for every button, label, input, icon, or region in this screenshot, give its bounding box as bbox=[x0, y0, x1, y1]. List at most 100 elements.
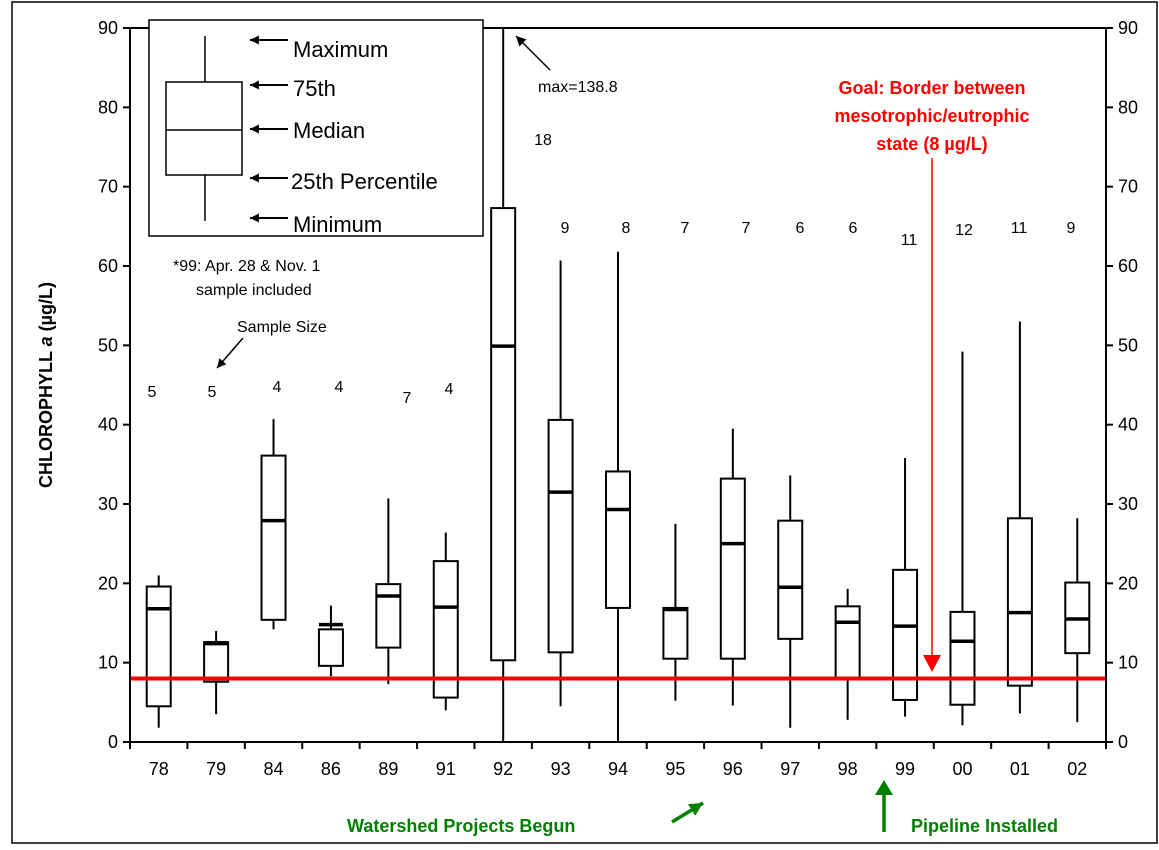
y-tick-label-left: 50 bbox=[98, 335, 118, 355]
box-iqr bbox=[490, 207, 517, 662]
sample-size-label: 4 bbox=[273, 379, 282, 396]
x-tick-label: 97 bbox=[780, 759, 800, 779]
y-tick-label-right: 90 bbox=[1118, 18, 1138, 38]
y-tick-label-left: 90 bbox=[98, 18, 118, 38]
box-iqr bbox=[432, 560, 459, 699]
x-tick-label: 01 bbox=[1010, 759, 1030, 779]
box-iqr bbox=[547, 418, 574, 654]
y-tick-label-left: 60 bbox=[98, 256, 118, 276]
sample-size-label: 9 bbox=[561, 220, 570, 237]
x-tick-label: 94 bbox=[608, 759, 628, 779]
x-tick-label: 78 bbox=[149, 759, 169, 779]
goal-label-line: Goal: Border between bbox=[838, 78, 1025, 98]
y-tick-label-right: 30 bbox=[1118, 494, 1138, 514]
sample-size-label: 7 bbox=[681, 220, 690, 237]
sample-size-annotation: Sample Size bbox=[237, 319, 327, 336]
legend-arrow-head bbox=[250, 35, 259, 45]
x-tick-label: 00 bbox=[952, 759, 972, 779]
x-tick-label: 99 bbox=[895, 759, 915, 779]
y-tick-label-left: 20 bbox=[98, 573, 118, 593]
sample-size-label: 7 bbox=[742, 220, 751, 237]
x-tick-label: 79 bbox=[206, 759, 226, 779]
legend-label: Minimum bbox=[293, 212, 382, 237]
y-axis-title-prefix: CHLOROPHYLL bbox=[36, 346, 56, 488]
sample-size-label: 7 bbox=[403, 390, 412, 407]
y-tick-label-right: 70 bbox=[1118, 177, 1138, 197]
pipeline-arrow-head bbox=[875, 780, 893, 795]
x-tick-label: 89 bbox=[378, 759, 398, 779]
x-tick-label: 96 bbox=[723, 759, 743, 779]
x-tick-label: 84 bbox=[264, 759, 284, 779]
sample-size-label: 18 bbox=[534, 132, 552, 149]
y-tick-label-right: 40 bbox=[1118, 415, 1138, 435]
box-iqr bbox=[719, 477, 746, 660]
legend-box-sample bbox=[165, 81, 243, 176]
legend-label: Median bbox=[293, 118, 365, 143]
y-tick-label-right: 20 bbox=[1118, 573, 1138, 593]
y-tick-label-right: 0 bbox=[1118, 732, 1128, 752]
sample-size-label: 6 bbox=[796, 220, 805, 237]
sample-size-label: 11 bbox=[1011, 220, 1028, 237]
legend-arrow-head bbox=[250, 124, 259, 134]
x-tick-label: 92 bbox=[493, 759, 513, 779]
box-iqr bbox=[317, 628, 344, 667]
y-tick-label-left: 0 bbox=[108, 732, 118, 752]
watershed-arrow-head bbox=[688, 803, 703, 816]
y-tick-label-left: 10 bbox=[98, 653, 118, 673]
sample-size-label: 6 bbox=[849, 220, 858, 237]
y-tick-label-left: 70 bbox=[98, 177, 118, 197]
y-tick-label-right: 60 bbox=[1118, 256, 1138, 276]
sample-size-label: 4 bbox=[335, 379, 344, 396]
watershed-label: Watershed Projects Begun bbox=[347, 816, 575, 836]
pipeline-label: Pipeline Installed bbox=[911, 816, 1058, 836]
y-tick-label-left: 80 bbox=[98, 97, 118, 117]
x-tick-label: 02 bbox=[1067, 759, 1087, 779]
goal-label-line: mesotrophic/eutrophic bbox=[834, 106, 1029, 126]
sample-size-arrow-head bbox=[217, 358, 227, 368]
box-iqr bbox=[605, 470, 631, 609]
y-axis-title-suffix: (µg/L) bbox=[36, 282, 56, 336]
box-iqr bbox=[949, 610, 976, 706]
box-iqr bbox=[203, 641, 230, 683]
sample-size-label: 8 bbox=[622, 220, 631, 237]
legend-arrow-head bbox=[250, 213, 259, 223]
y-tick-label-left: 30 bbox=[98, 494, 118, 514]
sample-size-label: 4 bbox=[445, 381, 454, 398]
note-line: sample included bbox=[196, 282, 312, 299]
box-iqr bbox=[777, 519, 804, 640]
sample-size-label: 9 bbox=[1067, 220, 1076, 237]
sample-size-label: 12 bbox=[955, 222, 973, 239]
legend-arrow-head bbox=[250, 173, 259, 183]
y-tick-label-left: 40 bbox=[98, 415, 118, 435]
sample-size-label: 5 bbox=[148, 384, 157, 401]
legend-label: 75th bbox=[293, 76, 336, 101]
box-iqr bbox=[1006, 517, 1033, 687]
box-iqr bbox=[145, 585, 172, 708]
y-tick-label-right: 50 bbox=[1118, 335, 1138, 355]
sample-size-label: 5 bbox=[208, 384, 217, 401]
x-tick-label: 98 bbox=[838, 759, 858, 779]
note-line: *99: Apr. 28 & Nov. 1 bbox=[173, 258, 320, 275]
legend-arrow-head bbox=[250, 80, 259, 90]
legend-label: Maximum bbox=[293, 37, 388, 62]
x-tick-label: 95 bbox=[665, 759, 685, 779]
x-tick-label: 93 bbox=[551, 759, 571, 779]
goal-arrow-head bbox=[923, 655, 941, 672]
y-axis-title: CHLOROPHYLL a (µg/L) bbox=[36, 282, 56, 488]
legend-label: 25th Percentile bbox=[291, 169, 438, 194]
y-tick-label-right: 10 bbox=[1118, 653, 1138, 673]
y-axis-title-italic: a bbox=[36, 336, 56, 346]
y-tick-label-right: 80 bbox=[1118, 97, 1138, 117]
goal-label-line: state (8 µg/L) bbox=[876, 134, 987, 154]
box-iqr bbox=[834, 605, 861, 680]
sample-size-label: 11 bbox=[901, 232, 918, 249]
box-iqr bbox=[662, 606, 689, 660]
box-iqr bbox=[260, 454, 287, 621]
box-iqr bbox=[375, 583, 402, 649]
x-tick-label: 86 bbox=[321, 759, 341, 779]
x-tick-label: 91 bbox=[436, 759, 456, 779]
figure-border bbox=[11, 1, 1158, 844]
max-arrow-head bbox=[516, 36, 527, 47]
